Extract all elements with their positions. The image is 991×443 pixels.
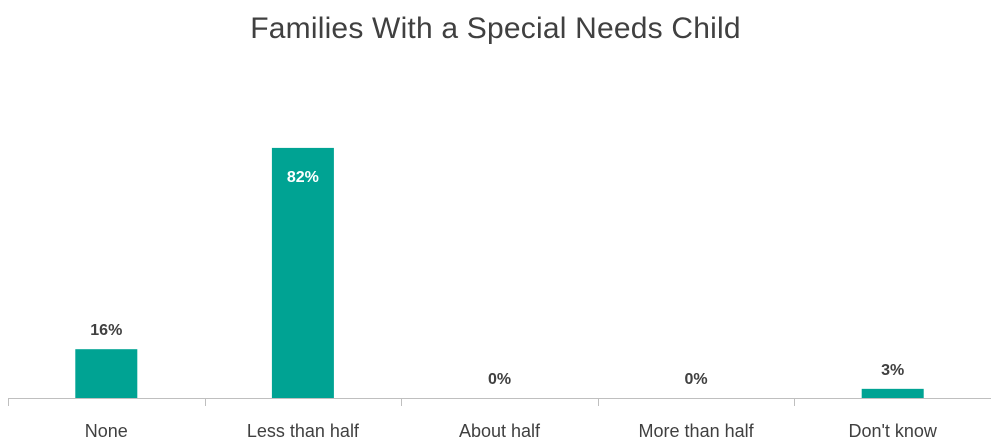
- bar: [271, 147, 334, 398]
- category-label: Less than half: [247, 421, 360, 441]
- data-label: 82%: [287, 169, 319, 186]
- data-label: 0%: [488, 371, 511, 388]
- category-label: About half: [459, 421, 541, 441]
- bar: [75, 349, 138, 398]
- chart-title: Families With a Special Needs Child: [250, 12, 741, 45]
- bars-group: [75, 147, 924, 398]
- bar: [861, 388, 924, 398]
- data-label: 16%: [90, 322, 122, 339]
- x-axis: [8, 398, 991, 406]
- category-label: Don't know: [848, 421, 937, 441]
- data-label: 0%: [685, 371, 708, 388]
- category-label: None: [85, 421, 128, 441]
- category-label: More than half: [639, 421, 755, 441]
- data-label: 3%: [881, 362, 904, 379]
- labels-group: 16% None 82% Less than half 0% About half 0% Mo…: [85, 169, 938, 441]
